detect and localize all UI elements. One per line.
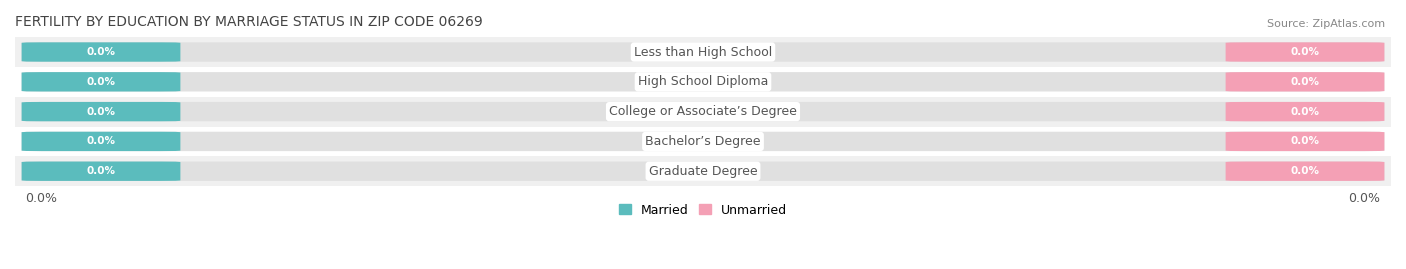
- Text: 0.0%: 0.0%: [1291, 77, 1319, 87]
- Text: 0.0%: 0.0%: [1291, 136, 1319, 146]
- Text: Less than High School: Less than High School: [634, 45, 772, 59]
- Text: 0.0%: 0.0%: [1291, 166, 1319, 176]
- Text: 0.0%: 0.0%: [87, 136, 115, 146]
- Bar: [15, 156, 1391, 186]
- FancyBboxPatch shape: [1226, 42, 1385, 62]
- FancyBboxPatch shape: [21, 102, 1385, 121]
- Text: 0.0%: 0.0%: [87, 166, 115, 176]
- Text: 0.0%: 0.0%: [1291, 107, 1319, 117]
- FancyBboxPatch shape: [21, 42, 180, 62]
- Text: 0.0%: 0.0%: [87, 47, 115, 57]
- Text: High School Diploma: High School Diploma: [638, 75, 768, 88]
- Text: 0.0%: 0.0%: [87, 107, 115, 117]
- Bar: [15, 67, 1391, 97]
- Text: FERTILITY BY EDUCATION BY MARRIAGE STATUS IN ZIP CODE 06269: FERTILITY BY EDUCATION BY MARRIAGE STATU…: [15, 15, 482, 29]
- FancyBboxPatch shape: [21, 132, 1385, 151]
- FancyBboxPatch shape: [21, 42, 1385, 62]
- Bar: [15, 126, 1391, 156]
- FancyBboxPatch shape: [1226, 161, 1385, 181]
- FancyBboxPatch shape: [1226, 72, 1385, 91]
- FancyBboxPatch shape: [21, 72, 1385, 91]
- Text: 0.0%: 0.0%: [1291, 47, 1319, 57]
- Text: 0.0%: 0.0%: [87, 77, 115, 87]
- FancyBboxPatch shape: [1226, 102, 1385, 121]
- Text: Bachelor’s Degree: Bachelor’s Degree: [645, 135, 761, 148]
- FancyBboxPatch shape: [21, 161, 180, 181]
- Text: College or Associate’s Degree: College or Associate’s Degree: [609, 105, 797, 118]
- FancyBboxPatch shape: [21, 132, 180, 151]
- Text: Graduate Degree: Graduate Degree: [648, 165, 758, 178]
- Bar: [15, 37, 1391, 67]
- FancyBboxPatch shape: [21, 161, 1385, 181]
- Bar: [15, 97, 1391, 126]
- FancyBboxPatch shape: [1226, 132, 1385, 151]
- FancyBboxPatch shape: [21, 102, 180, 121]
- Text: Source: ZipAtlas.com: Source: ZipAtlas.com: [1267, 19, 1385, 29]
- FancyBboxPatch shape: [21, 72, 180, 91]
- Legend: Married, Unmarried: Married, Unmarried: [613, 199, 793, 222]
